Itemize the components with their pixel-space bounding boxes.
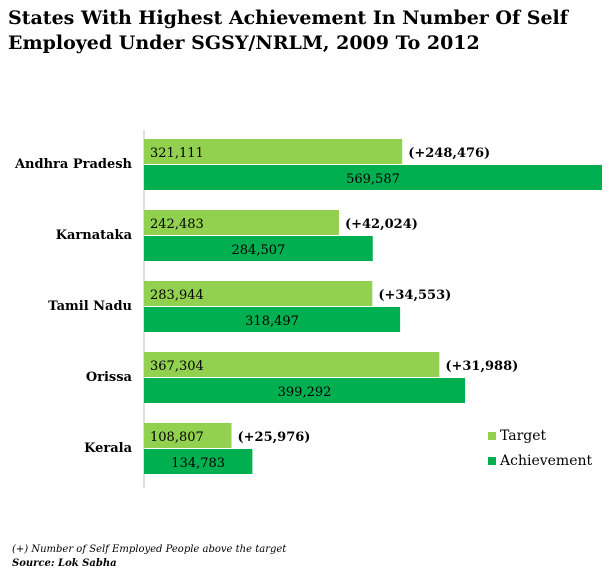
category-label: Orissa — [86, 370, 133, 385]
bar-achievement — [144, 236, 373, 261]
data-label-target: 283,944 — [150, 288, 204, 303]
bar-achievement — [144, 165, 602, 190]
data-label-achievement: 399,292 — [278, 385, 332, 400]
excess-annotation: (+248,476) — [408, 146, 490, 161]
data-label-achievement: 569,587 — [346, 172, 400, 187]
legend-swatch-target — [488, 432, 496, 440]
legend-label-achievement: Achievement — [499, 453, 593, 469]
data-label-achievement: 284,507 — [232, 243, 286, 258]
data-label-target: 321,111 — [150, 146, 204, 161]
bar-target — [144, 139, 403, 164]
excess-annotation: (+34,553) — [378, 288, 451, 303]
chart-title: States With Highest Achievement In Numbe… — [8, 7, 568, 54]
category-label: Kerala — [84, 441, 132, 456]
category-label: Tamil Nadu — [48, 299, 132, 314]
bar-target — [144, 423, 232, 448]
data-label-achievement: 318,497 — [245, 314, 299, 329]
bar-target — [144, 352, 440, 377]
data-label-achievement: 134,783 — [171, 456, 225, 471]
footnote: (+) Number of Self Employed People above… — [12, 544, 287, 555]
data-label-target: 108,807 — [150, 430, 204, 445]
legend-swatch-achievement — [488, 457, 496, 465]
bar-chart: Andhra Pradesh 321,111 569,587 (+248,476) Ka… — [14, 130, 602, 488]
data-label-target: 367,304 — [150, 359, 204, 374]
legend-label-target: Target — [500, 428, 547, 444]
bar-achievement — [144, 378, 466, 403]
excess-annotation: (+25,976) — [237, 430, 310, 445]
excess-annotation: (+31,988) — [445, 359, 518, 374]
category-label: Karnataka — [56, 228, 133, 243]
data-label-target: 242,483 — [150, 217, 204, 232]
excess-annotation: (+42,024) — [345, 217, 418, 232]
bar-achievement — [144, 449, 253, 474]
source-note: Source: Lok Sabha — [12, 558, 117, 569]
bar-target — [144, 281, 373, 306]
bar-achievement — [144, 307, 401, 332]
bar-target — [144, 210, 339, 235]
category-label: Andhra Pradesh — [14, 157, 133, 172]
